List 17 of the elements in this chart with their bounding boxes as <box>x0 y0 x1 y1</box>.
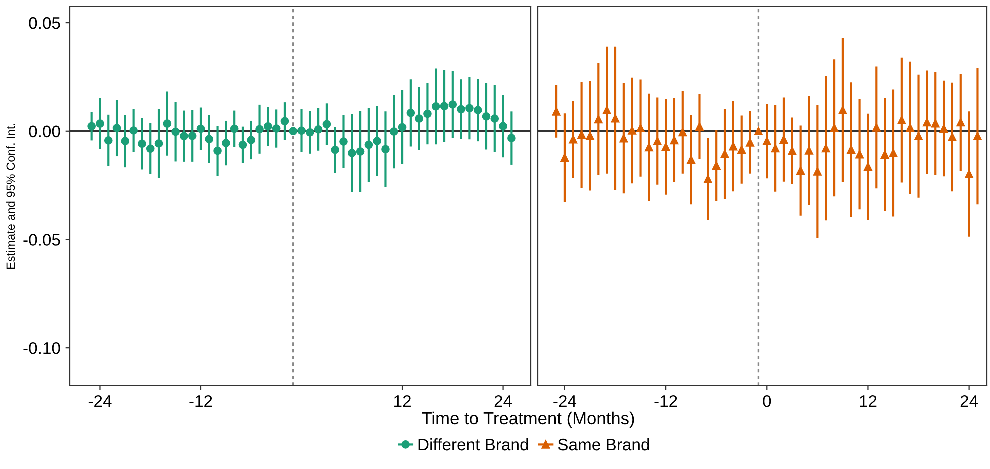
legend-label: Same Brand <box>558 438 650 451</box>
legend-label: Different Brand <box>418 438 528 451</box>
x-tick-label: 24 <box>494 395 512 408</box>
y-tick-label: -0.10 <box>24 342 60 354</box>
x-tick-label: 12 <box>394 395 411 408</box>
x-tick-label: 24 <box>960 395 978 408</box>
y-tick-label: 0.05 <box>29 17 60 30</box>
x-tick-label: 0 <box>763 395 772 408</box>
x-tick-label: -24 <box>554 395 577 408</box>
y-axis-title: Estimate and 95% Conf. Int. <box>6 124 16 270</box>
x-tick-label: -24 <box>88 395 112 408</box>
y-tick-label: -0.05 <box>24 234 60 246</box>
y-tick-label: 0.00 <box>29 126 60 138</box>
x-tick-label: 12 <box>860 395 877 408</box>
x-tick-label: -12 <box>654 395 678 408</box>
x-axis-title: Time to Treatment (Months) <box>422 412 634 428</box>
x-tick-label: -12 <box>190 395 212 408</box>
